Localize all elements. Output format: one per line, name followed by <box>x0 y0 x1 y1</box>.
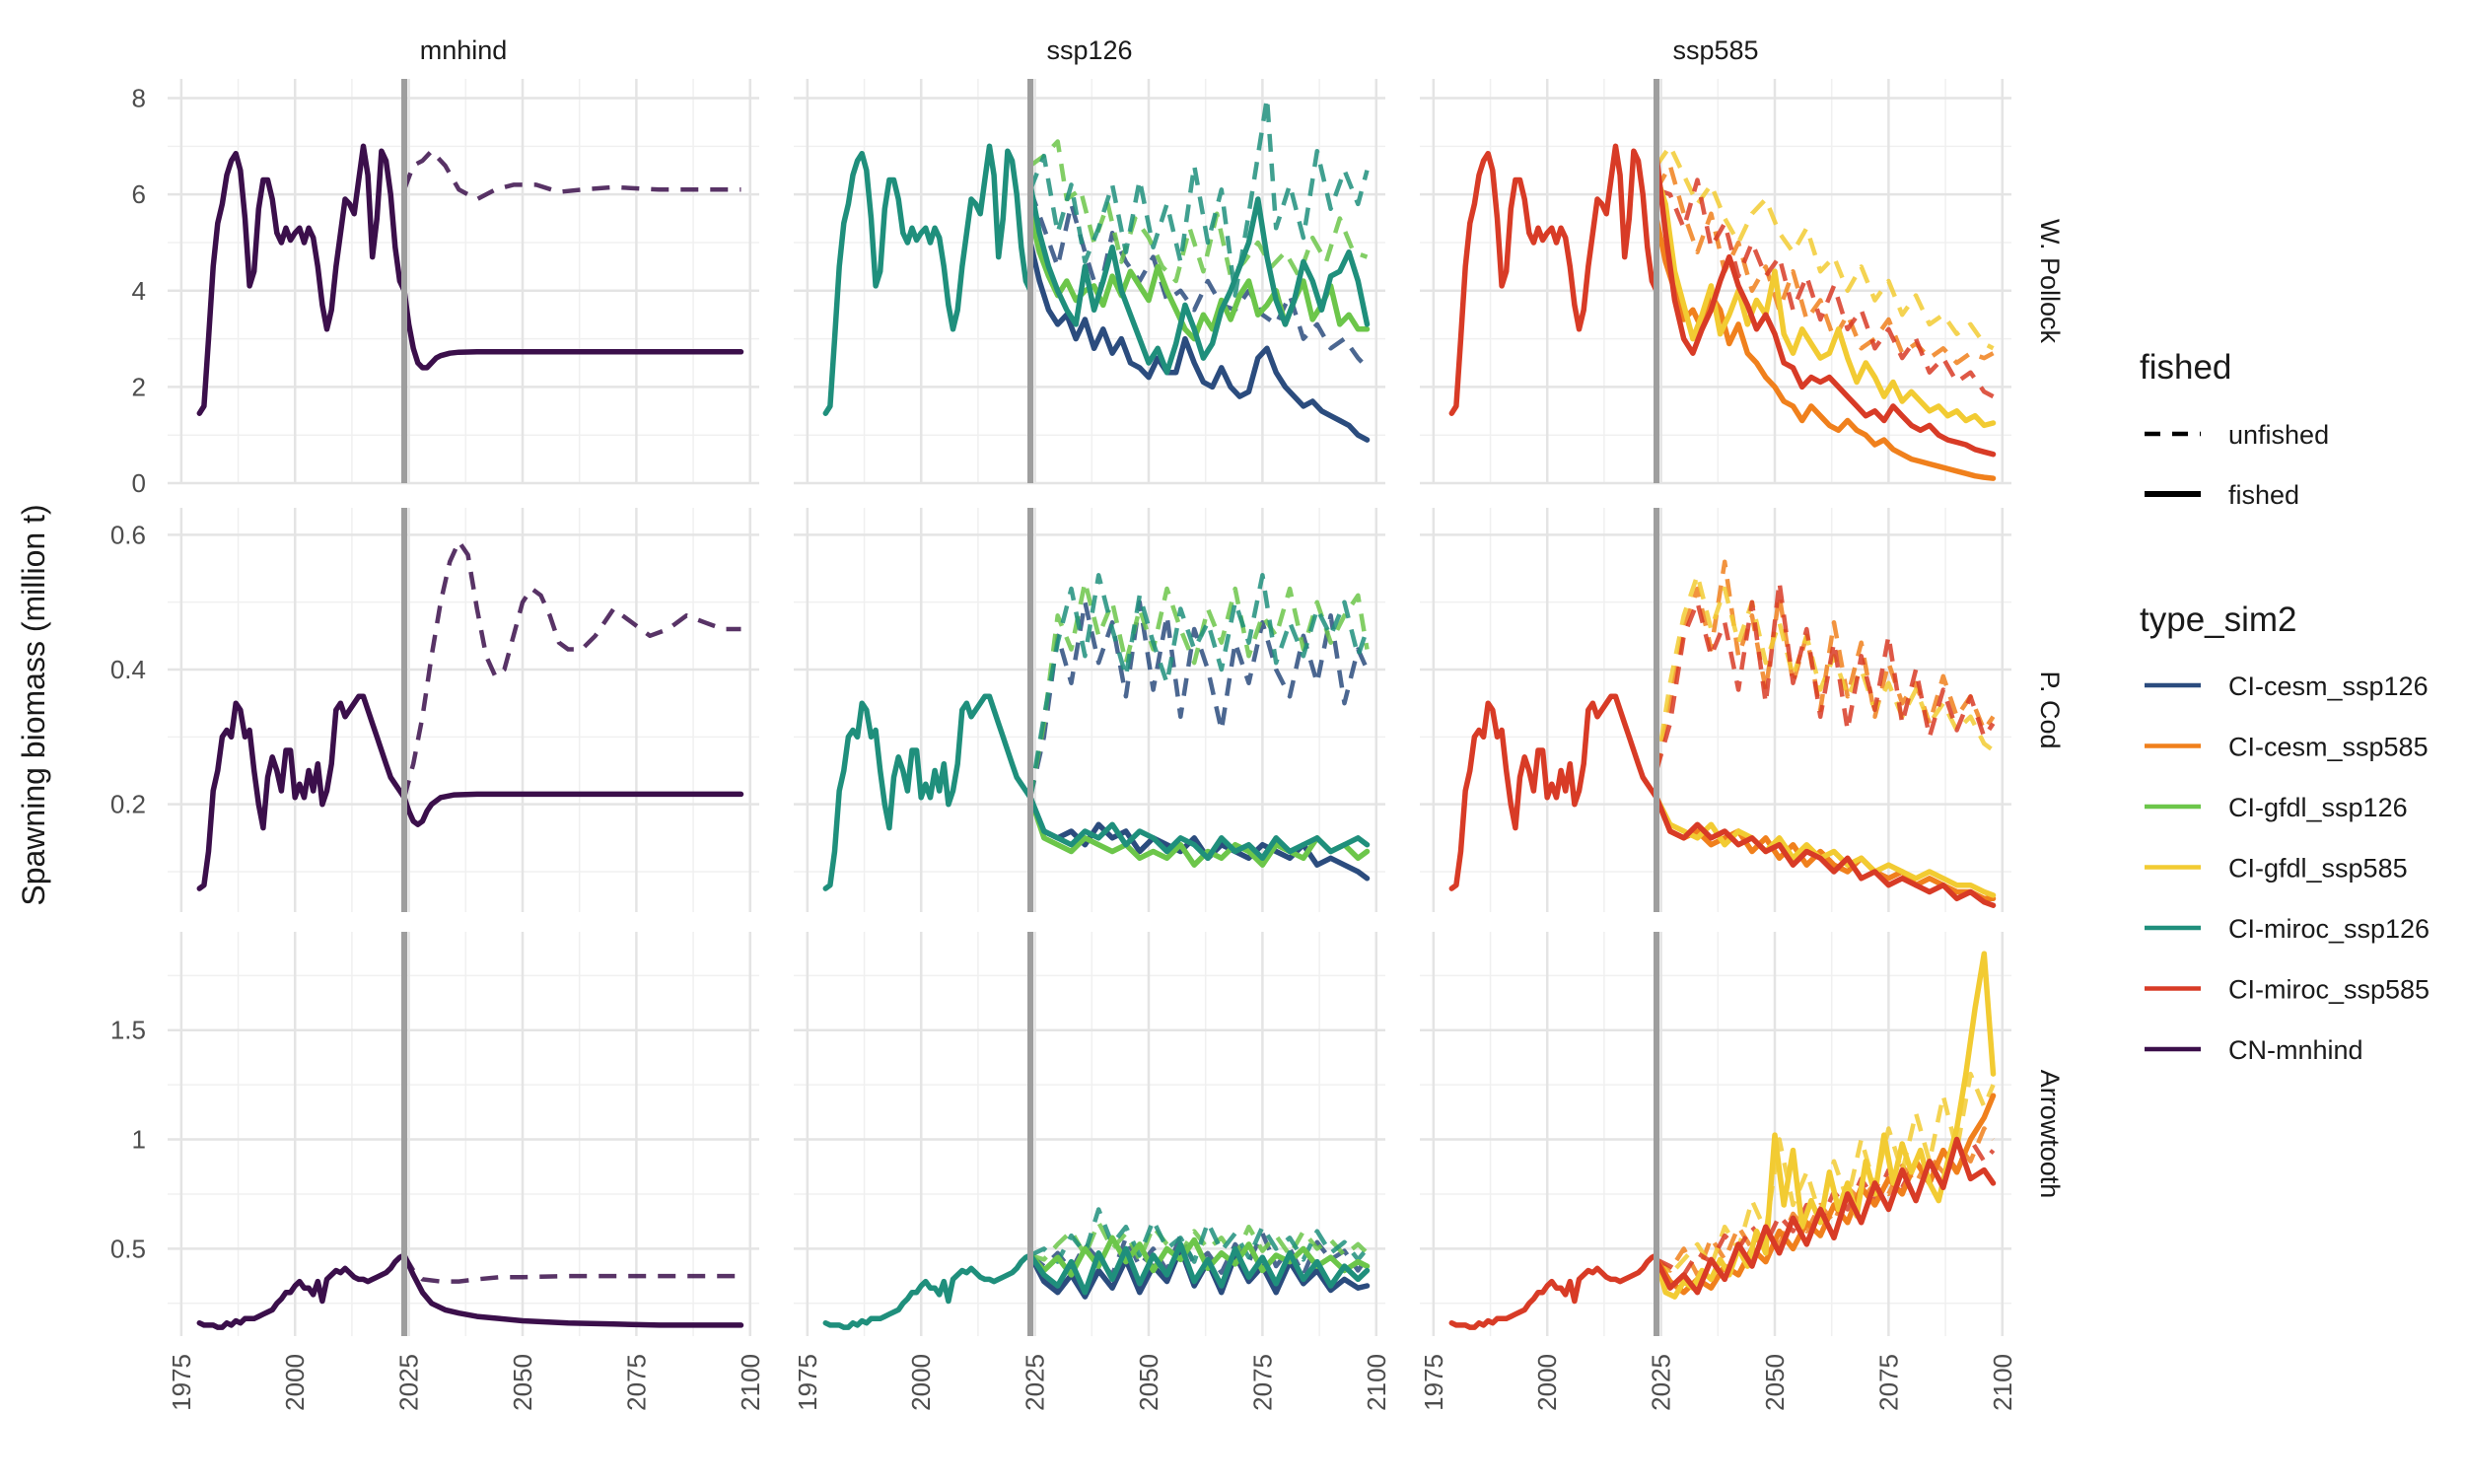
series-line-ci-miroc-ssp585-fished <box>1654 153 1997 458</box>
series-line-cn-mnhind-fished <box>401 791 744 827</box>
facet-row-label: P. Cod <box>2035 671 2065 748</box>
historical-series-line <box>1448 693 1659 891</box>
y-tick-label: 4 <box>132 276 146 306</box>
legend-title-type: type_sim2 <box>2140 601 2297 639</box>
legend-label-ci-cesm-ssp126: CI-cesm_ssp126 <box>2228 671 2429 701</box>
series-line-ci-gfdl-ssp126-unfished <box>1028 139 1369 284</box>
series-line-ci-miroc-ssp126-fished <box>1027 181 1371 376</box>
y-tick-label: 1 <box>132 1125 146 1155</box>
x-tick-label: 2000 <box>906 1354 936 1411</box>
legend-label-unfished: unfished <box>2228 420 2329 450</box>
series-line-ci-miroc-ssp126-fished <box>1027 795 1371 862</box>
x-tick-label: 2075 <box>1247 1354 1277 1411</box>
x-tick-label: 1975 <box>167 1354 196 1411</box>
x-tick-label: 2050 <box>1134 1354 1163 1411</box>
legend-label-ci-gfdl-ssp585: CI-gfdl_ssp585 <box>2228 854 2408 883</box>
series-line-ci-gfdl-ssp585-fished <box>1654 795 1997 898</box>
legend-label-ci-gfdl-ssp126: CI-gfdl_ssp126 <box>2228 793 2408 822</box>
x-tick-label: 2100 <box>736 1354 765 1411</box>
panel-ssp585-p-cod: P. Cod <box>1420 508 2065 912</box>
legend-label-fished: fished <box>2228 480 2299 510</box>
series-line-cn-mnhind-unfished <box>401 538 741 799</box>
series-line-ci-cesm-ssp126-unfished <box>1027 600 1370 799</box>
y-tick-label: 0.6 <box>110 520 146 549</box>
historical-series-line <box>196 1252 407 1330</box>
legend-label-ci-cesm-ssp585: CI-cesm_ssp585 <box>2228 733 2429 762</box>
x-tick-label: 2100 <box>1988 1354 2017 1411</box>
legend-label-ci-miroc-ssp585: CI-miroc_ssp585 <box>2228 975 2430 1005</box>
series-line-cn-mnhind-unfished <box>401 148 741 202</box>
historical-series-line <box>196 693 407 891</box>
panel-ssp585-arrowtooth: 1975 2000 2025 2050 2075 2100 Arrowtooth <box>1419 932 2065 1411</box>
y-tick-label: 0 <box>132 468 146 498</box>
series-line-ci-miroc-ssp585-unfished <box>1655 177 1995 399</box>
series-line-ci-cesm-ssp585-unfished <box>1655 163 1995 366</box>
panel-ssp585-w-pollock: ssp585 W. Pollock <box>1420 35 2065 485</box>
panel-mnhind-p-cod: 0.2 0.4 0.6 <box>110 508 759 912</box>
y-tick-label: 6 <box>132 179 146 209</box>
x-tick-label: 2075 <box>621 1354 651 1411</box>
series-line-ci-miroc-ssp126-fished <box>1027 1241 1371 1296</box>
x-tick-label: 2100 <box>1362 1354 1391 1411</box>
series-line-ci-miroc-ssp126-unfished <box>1029 1207 1370 1264</box>
x-tick-label: 2025 <box>394 1354 424 1411</box>
panel-mnhind-w-pollock: 0 2 4 6 8 mnhind <box>132 35 759 498</box>
series-line-ci-miroc-ssp585-fished <box>1654 795 1997 908</box>
series-line-ci-gfdl-ssp585-fished <box>1654 951 1997 1300</box>
historical-series-line <box>196 143 407 416</box>
legend-label-cn-mnhind: CN-mnhind <box>2228 1035 2363 1065</box>
y-tick-label: 2 <box>132 372 146 401</box>
y-axis-title: Spawning biomass (million t) <box>16 504 51 905</box>
historical-series-line <box>822 143 1033 416</box>
series-line-ci-miroc-ssp126-unfished <box>1027 573 1370 799</box>
panel-ssp126-arrowtooth: 1975 2000 2025 2050 2075 2100 <box>793 932 1391 1411</box>
panel-mnhind-arrowtooth: 0.5 1 1.5 1975 2000 2025 2050 2075 2100 <box>110 932 765 1411</box>
y-tick-label: 1.5 <box>110 1016 146 1045</box>
series-line-ci-gfdl-ssp126-fished <box>1027 795 1371 868</box>
series-line-ci-miroc-ssp126-unfished <box>1027 96 1370 298</box>
x-tick-label: 1975 <box>793 1354 822 1411</box>
x-tick-label: 1975 <box>1419 1354 1448 1411</box>
series-line-cn-mnhind-fished <box>401 1252 744 1328</box>
facet-column-label: mnhind <box>420 35 508 65</box>
y-tick-label: 8 <box>132 84 146 113</box>
facet-row-label: Arrowtooth <box>2035 1070 2065 1199</box>
panel-ssp126-w-pollock: ssp126 <box>794 35 1385 485</box>
series-line-ci-cesm-ssp126-fished <box>1027 240 1371 443</box>
y-tick-label: 0.5 <box>110 1234 146 1263</box>
series-line-ci-gfdl-ssp585-unfished <box>1654 573 1995 771</box>
y-tick-label: 0.2 <box>110 790 146 819</box>
panel-ssp126-p-cod <box>794 508 1385 912</box>
x-tick-label: 2050 <box>508 1354 537 1411</box>
historical-series-line <box>822 693 1033 891</box>
series-line-ci-miroc-ssp585-unfished <box>1654 579 1996 772</box>
historical-series-line <box>822 1252 1033 1330</box>
series-line-ci-cesm-ssp126-unfished <box>1027 188 1370 370</box>
x-tick-label: 2025 <box>1021 1354 1050 1411</box>
series-line-ci-miroc-ssp585-fished <box>1654 1136 1997 1296</box>
facet-column-label: ssp126 <box>1046 35 1132 65</box>
series-line-cn-mnhind-unfished <box>402 1253 741 1284</box>
facet-row-label: W. Pollock <box>2035 219 2065 344</box>
series-line-ci-gfdl-ssp585-unfished <box>1655 144 1995 351</box>
x-tick-label: 2075 <box>1873 1354 1903 1411</box>
series-line-ci-gfdl-ssp585-fished <box>1654 172 1997 429</box>
x-tick-label: 2025 <box>1647 1354 1676 1411</box>
x-tick-label: 2050 <box>1760 1354 1790 1411</box>
y-tick-label: 0.4 <box>110 655 146 684</box>
series-line-cn-mnhind-fished <box>401 288 744 371</box>
x-tick-label: 2000 <box>280 1354 310 1411</box>
facet-column-label: ssp585 <box>1672 35 1758 65</box>
historical-series-line <box>1448 1252 1659 1330</box>
historical-series-line <box>1448 143 1659 416</box>
x-tick-label: 2000 <box>1532 1354 1562 1411</box>
series-line-ci-cesm-ssp585-unfished <box>1654 559 1996 771</box>
legend-title-fished: fished <box>2140 348 2231 387</box>
series-line-ci-gfdl-ssp126-fished <box>1027 210 1371 342</box>
legend-label-ci-miroc-ssp126: CI-miroc_ssp126 <box>2228 914 2430 944</box>
